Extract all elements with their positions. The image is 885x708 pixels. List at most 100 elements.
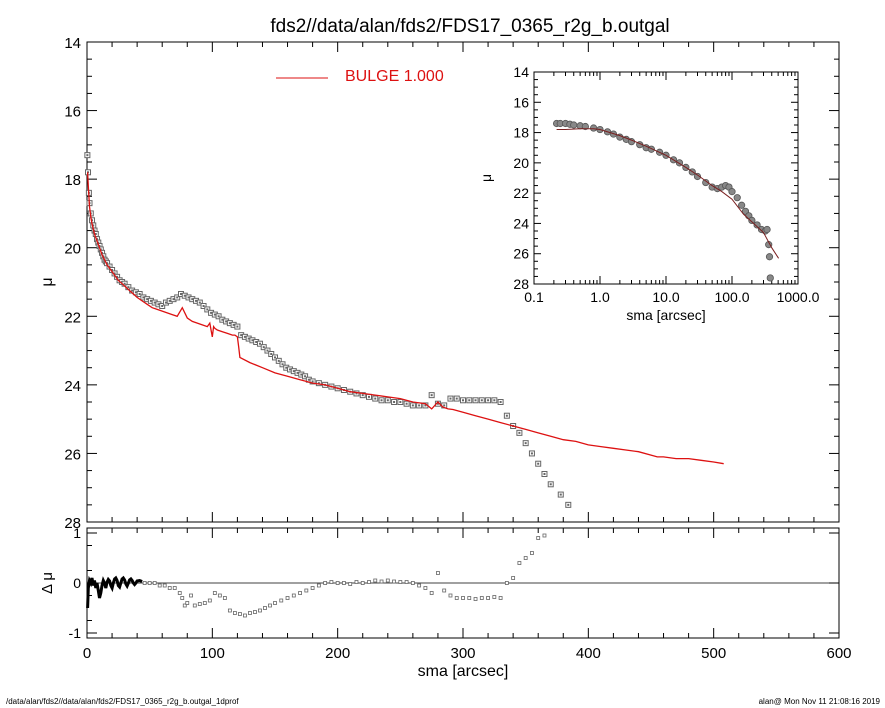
residual-x-axis-label: sma [arcsec] — [418, 663, 509, 680]
residual-data-point — [329, 580, 334, 584]
main-data-point-center — [361, 394, 364, 397]
main-y-tick-label: 28 — [64, 515, 81, 532]
inset-model-line — [556, 128, 780, 259]
residual-data-point — [147, 581, 152, 585]
residual-data-point — [316, 583, 321, 588]
main-data-point-center — [176, 296, 179, 299]
main-data-point-center — [368, 395, 370, 398]
main-data-point-center — [111, 269, 114, 271]
main-y-tick-label: 26 — [64, 446, 81, 463]
residual-x-tick-label: 600 — [826, 645, 851, 662]
main-data-point-center — [183, 294, 186, 297]
main-data-point-center — [94, 233, 97, 235]
residual-data-point — [177, 591, 182, 595]
residual-data-point — [542, 533, 547, 538]
inset-y-tick-label: 22 — [513, 185, 529, 201]
main-data-point-center — [289, 368, 292, 371]
residual-data-point — [202, 601, 207, 605]
main-data-point-center — [116, 275, 119, 278]
main-data-point-center — [123, 282, 126, 285]
residual-data-point — [192, 603, 197, 608]
main-data-point-center — [172, 298, 175, 301]
main-data-point-center — [449, 397, 452, 400]
main-data-point-center — [236, 325, 239, 328]
residual-data-point — [162, 583, 167, 588]
inset-data-point — [753, 221, 761, 229]
residual-data-point — [217, 593, 222, 598]
main-data-point-center — [499, 401, 502, 403]
main-data-point-center — [393, 401, 396, 403]
residual-data-point — [429, 591, 434, 595]
residual-y-axis-label: Δ μ — [39, 572, 56, 594]
main-data-point-center — [480, 399, 483, 402]
residual-data-point — [238, 612, 242, 616]
inset-data-point — [766, 274, 774, 282]
residual-data-point — [498, 596, 503, 600]
main-data-point-center — [255, 341, 258, 343]
main-data-point-center — [274, 356, 276, 359]
main-data-point-center — [240, 334, 243, 337]
inset-data-point — [733, 194, 741, 202]
residual-data-point — [185, 601, 190, 605]
main-data-point-center — [213, 313, 216, 316]
residual-data-point — [342, 581, 346, 585]
main-data-point-center — [251, 339, 254, 342]
residual-data-point — [492, 595, 497, 599]
residual-data-point — [448, 593, 453, 598]
main-data-point-center — [127, 286, 130, 289]
main-y-tick-label: 22 — [64, 309, 81, 326]
residual-data-point — [373, 578, 378, 583]
inset-data-point — [590, 124, 598, 132]
main-data-point-center — [304, 375, 307, 378]
residual-data-point — [189, 593, 193, 598]
main-data-point-center — [285, 366, 288, 369]
residual-data-point — [523, 556, 528, 560]
main-data-point-center — [281, 363, 284, 366]
inset-y-tick-label: 24 — [513, 215, 529, 231]
main-data-point-center — [296, 371, 299, 374]
residual-data-point — [379, 579, 384, 584]
main-data-point-center — [300, 373, 303, 376]
main-data-point-center — [206, 308, 209, 311]
residual-data-point — [536, 536, 541, 540]
residual-data-point — [273, 601, 277, 605]
main-data-point-center — [106, 262, 109, 265]
residual-data-point — [285, 596, 290, 600]
main-data-point-center — [266, 349, 269, 352]
main-data-point-center — [243, 335, 246, 338]
main-data-point-center — [131, 289, 134, 292]
residual-data-point — [323, 581, 328, 585]
main-data-point-center — [146, 298, 149, 301]
inset-y-tick-label: 14 — [513, 64, 529, 80]
main-data-point-center — [405, 402, 408, 405]
inset-x-tick-label: 100.0 — [714, 289, 749, 305]
main-data-point-center — [418, 404, 421, 407]
inset-data-point — [728, 188, 736, 196]
inset-panel: μ sma [arcsec] 14 16 18 20 22 24 26 280.1 1.0 10.… — [478, 64, 820, 323]
residual-data-point — [157, 583, 162, 588]
main-y-tick-label: 24 — [64, 378, 81, 395]
main-data-point-center — [247, 337, 250, 340]
main-data-point-center — [232, 323, 235, 326]
main-data-point-center — [86, 154, 89, 157]
residual-x-tick-label: 500 — [701, 645, 726, 662]
legend-label: BULGE 1.000 — [345, 68, 444, 85]
main-y-tick-label: 14 — [64, 35, 81, 52]
residual-data-point — [291, 593, 296, 598]
residual-data-point — [410, 581, 415, 585]
main-data-point-center — [317, 382, 320, 385]
residual-data-point — [360, 581, 365, 585]
residual-data-point — [486, 596, 490, 600]
main-data-point-center — [217, 315, 220, 318]
residual-x-tick-label: 200 — [325, 645, 350, 662]
residual-data-point — [417, 583, 422, 588]
residual-x-tick-label: 400 — [576, 645, 601, 662]
main-data-point-center — [559, 493, 562, 496]
inset-x-tick-label: 0.1 — [524, 289, 544, 305]
residual-data-point — [473, 597, 478, 601]
main-data-point-center — [277, 359, 280, 362]
residual-data-point — [279, 598, 284, 603]
inset-data-point — [693, 172, 702, 181]
main-data-point-center — [549, 483, 552, 486]
main-data-point-center — [487, 399, 490, 402]
